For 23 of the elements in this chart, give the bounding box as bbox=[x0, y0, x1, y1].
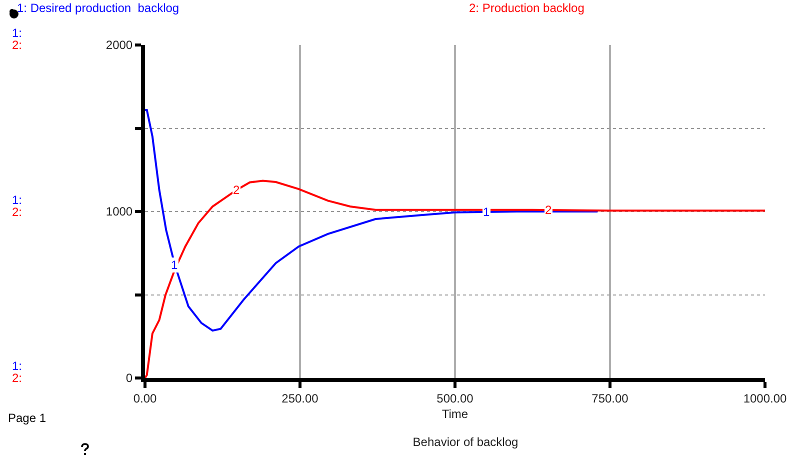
annotation: 1 bbox=[483, 205, 490, 219]
text: 2: bbox=[12, 38, 22, 52]
x-tick-label: 500.00 bbox=[436, 391, 474, 406]
text: 1: bbox=[12, 193, 22, 207]
text: 1: Desired production backlog bbox=[17, 1, 180, 15]
y-tick-label: 0 bbox=[126, 371, 133, 386]
x-tick-label: 1000.00 bbox=[743, 391, 788, 406]
x-tick-label: 250.00 bbox=[282, 391, 319, 406]
text: 1: bbox=[12, 359, 22, 373]
text: 2: bbox=[12, 371, 22, 385]
x-tick-label: 750.00 bbox=[592, 391, 629, 406]
x-axis-title: Time bbox=[442, 406, 468, 421]
y-tick-label: 2000 bbox=[106, 38, 133, 52]
text: Behavior of backlog bbox=[412, 435, 518, 450]
line-series bbox=[145, 180, 765, 378]
text: Page 1 bbox=[8, 411, 46, 425]
annotation: 2 bbox=[545, 203, 552, 217]
text: 1: bbox=[12, 26, 22, 40]
line-series bbox=[145, 108, 599, 332]
x-tick-label: 0.00 bbox=[133, 391, 157, 406]
text: 2: bbox=[12, 205, 22, 219]
text: 2: Production backlog bbox=[469, 1, 584, 15]
y-tick-label: 1000 bbox=[106, 204, 133, 219]
